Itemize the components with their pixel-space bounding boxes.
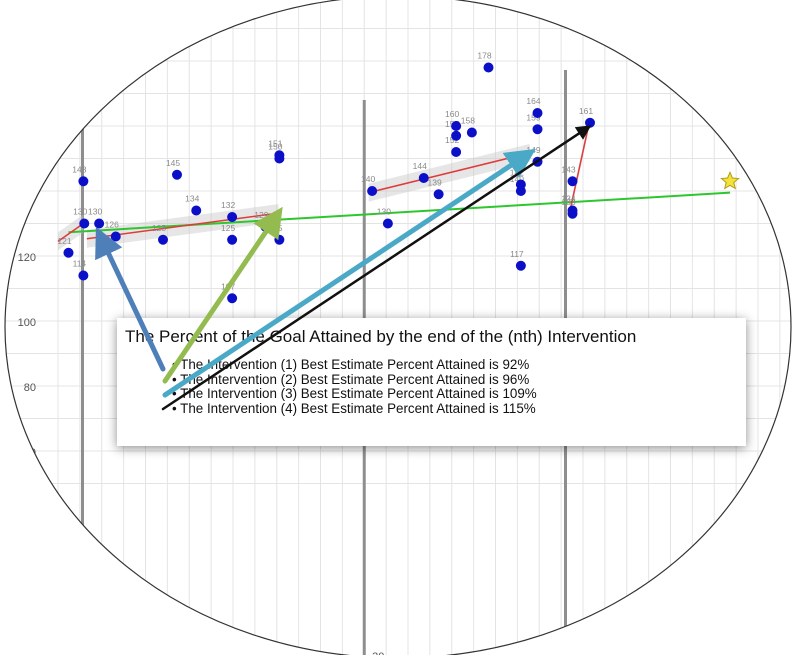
data-point	[274, 234, 285, 245]
data-label: 130	[88, 207, 102, 217]
data-label: 160	[445, 109, 459, 119]
data-point	[567, 176, 578, 187]
data-point	[78, 270, 89, 281]
data-label: 130	[377, 207, 391, 217]
data-label: 121	[57, 236, 71, 246]
data-label: 159	[526, 112, 540, 122]
goal-star-icon	[720, 171, 740, 190]
data-point	[451, 130, 462, 141]
data-label: 139	[428, 177, 442, 187]
data-point	[260, 221, 271, 232]
data-label: 178	[477, 51, 491, 61]
data-label: 161	[579, 106, 593, 116]
data-point	[367, 186, 378, 196]
data-label: 150	[268, 142, 282, 152]
x-tick-label: 30	[573, 651, 585, 655]
data-point	[172, 169, 182, 180]
callout-item-intervention-1: • The Intervention (1) Best Estimate Per…	[172, 357, 530, 372]
callout-item-intervention-4: • The Intervention (4) Best Estimate Per…	[172, 400, 536, 416]
data-point	[382, 218, 393, 229]
data-point	[567, 208, 578, 219]
data-label: 125	[268, 223, 282, 233]
data-label: 117	[510, 249, 524, 259]
data-point	[585, 117, 595, 128]
x-tick-label: 30	[372, 651, 384, 655]
annotation-callout: The Percent of the Goal Attained by the …	[117, 318, 746, 446]
data-label: 130	[73, 207, 87, 217]
data-point	[227, 212, 238, 222]
data-label: 133	[561, 197, 575, 207]
data-point	[110, 231, 121, 242]
data-point	[158, 234, 168, 245]
data-label: 107	[221, 281, 235, 291]
data-label: 114	[73, 259, 87, 269]
callout-item-2-text: The Intervention (2) Best Estimate Perce…	[180, 371, 530, 387]
data-label: 164	[526, 96, 540, 106]
y-tick-label: 120	[18, 252, 36, 264]
callout-title: The Percent of the Goal Attained by the …	[125, 327, 637, 346]
callout-list: • The Intervention (1) Best Estimate Per…	[172, 357, 537, 416]
data-point	[451, 147, 462, 157]
data-label: 149	[526, 145, 540, 155]
y-tick-label: 100	[18, 317, 36, 329]
data-point	[532, 156, 543, 167]
data-label: 125	[152, 223, 166, 233]
data-point	[451, 121, 462, 131]
data-label: 134	[185, 194, 199, 204]
data-point	[79, 218, 90, 229]
data-label: 158	[461, 116, 475, 126]
data-label: 129	[254, 210, 268, 220]
callout-item-4-text: The Intervention (4) Best Estimate Perce…	[180, 400, 536, 416]
data-label: 143	[72, 164, 86, 174]
data-point	[515, 260, 526, 271]
callout-item-3-text: The Intervention (3) Best Estimate Perce…	[180, 386, 537, 401]
data-point	[515, 186, 526, 196]
data-label: 125	[221, 223, 235, 233]
data-label: 132	[221, 200, 235, 210]
data-point	[274, 153, 285, 164]
y-tick-label: 140	[18, 187, 36, 199]
callout-item-1-text: The Intervention (1) Best Estimate Perce…	[180, 357, 530, 372]
data-point	[418, 173, 429, 183]
data-label: 143	[561, 164, 575, 174]
callout-item-intervention-2: • The Intervention (2) Best Estimate Per…	[172, 371, 530, 387]
data-point	[227, 293, 238, 304]
data-label: 144	[413, 161, 427, 171]
data-point	[227, 234, 238, 245]
data-point	[78, 176, 89, 187]
data-point	[63, 247, 74, 258]
data-label: 126	[105, 220, 119, 230]
data-point	[94, 218, 105, 229]
data-point	[466, 127, 477, 138]
data-point	[433, 189, 444, 200]
data-point	[191, 205, 202, 216]
trend-line-1	[57, 222, 84, 242]
data-label: 145	[166, 158, 180, 168]
data-point	[483, 62, 494, 73]
callout-item-intervention-3: • The Intervention (3) Best Estimate Per…	[172, 386, 537, 401]
data-label: 140	[361, 174, 375, 184]
y-tick-label: 80	[24, 382, 36, 394]
data-point	[532, 108, 543, 118]
data-point	[532, 124, 543, 135]
